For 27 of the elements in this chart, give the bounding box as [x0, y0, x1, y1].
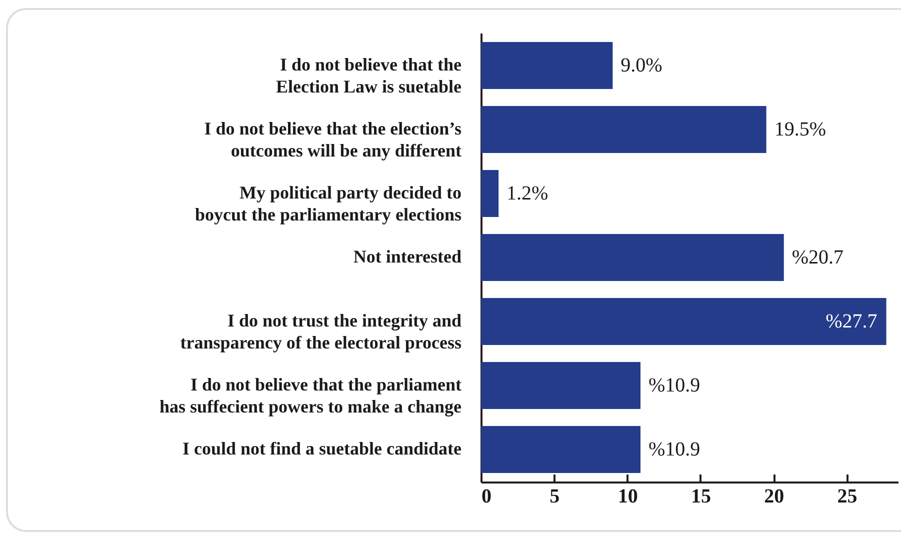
data-label: %20.7 — [792, 246, 844, 268]
x-tick-label: 15 — [690, 486, 711, 508]
bar — [481, 170, 499, 218]
bar — [481, 42, 613, 90]
bar — [481, 298, 886, 346]
y-tick-label: I do not believe that the election’s outcomes will be any different — [204, 118, 462, 160]
data-label: 9.0% — [620, 54, 662, 76]
x-tick-label: 5 — [550, 486, 560, 508]
bar — [481, 426, 640, 474]
y-tick-label: I do not believe that the Election Law is suetable — [276, 54, 462, 96]
data-label: 1.2% — [506, 182, 548, 204]
bar — [481, 362, 640, 410]
x-tick-label: 10 — [618, 486, 638, 508]
data-label: %27.7 — [826, 310, 878, 333]
y-tick-label: I could not find a suetable candidate — [182, 438, 462, 459]
bar — [481, 234, 784, 282]
x-tick-label: 20 — [764, 486, 784, 508]
bar — [481, 106, 766, 154]
data-label: %10.9 — [648, 438, 700, 461]
data-label: 19.5% — [774, 118, 826, 140]
x-tick-label: 25 — [837, 486, 858, 508]
y-tick-label: My political party decided to boycut the parliamentary elections — [195, 182, 462, 224]
y-tick-label: I do not trust the integrity and transparency of the electoral process — [180, 310, 462, 353]
y-tick-label: I do not believe that the parliament has suffecient powers to make a change — [160, 374, 462, 417]
data-label: %10.9 — [648, 374, 700, 397]
x-tick-label: 0 — [482, 486, 492, 508]
y-tick-label: Not interested — [353, 246, 462, 266]
